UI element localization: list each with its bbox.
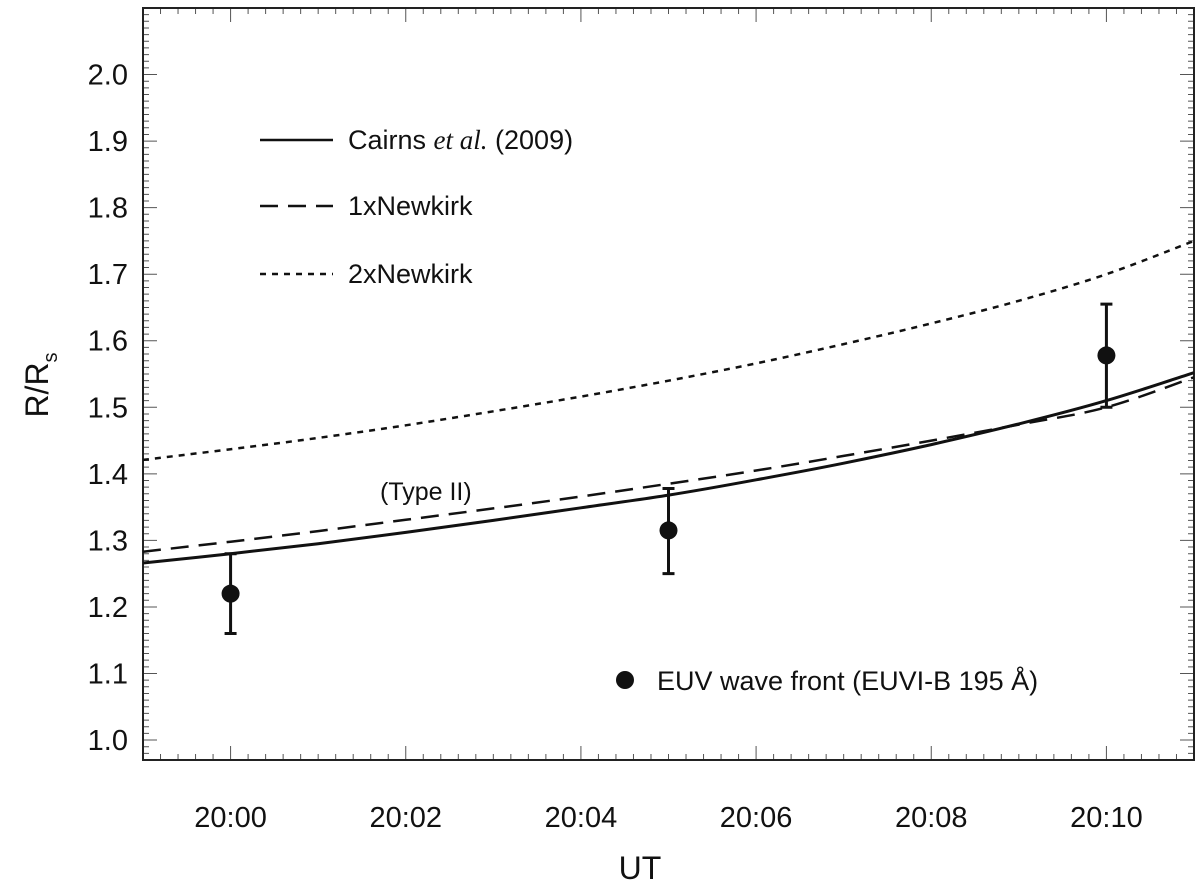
y-tick-label: 1.5 [88,392,128,424]
series-line-1xnewkirk [142,376,1195,553]
x-tick-label: 20:00 [194,802,267,834]
minor-ticks [142,7,1195,761]
x-tick-labels: 20:00 20:02 20:04 20:06 20:08 20:10 [194,802,1142,834]
data-points [221,302,1116,636]
x-axis-title: UT [619,850,662,886]
data-point [1097,346,1116,365]
y-tick-label: 1.8 [88,193,128,225]
legend-label-1xnewkirk: 1xNewkirk [348,191,473,221]
y-tick-label: 1.1 [88,658,128,690]
y-tick-label: 1.7 [88,259,128,291]
series-line-2xnewkirk [142,239,1195,462]
legend: Cairns et al. (2009) 1xNewkirk 2xNewkirk… [260,125,1038,696]
legend-label-euv: EUV wave front (EUVI-B 195 Å) [657,665,1038,696]
x-tick-label: 20:10 [1070,802,1143,834]
y-tick-label: 1.3 [88,525,128,557]
legend-marker-euv [616,671,634,689]
y-tick-label: 1.9 [88,126,128,158]
y-axis-title: R/Rs [19,352,62,417]
x-tick-label: 20:08 [895,802,968,834]
data-point [221,584,240,603]
x-tick-label: 20:04 [545,802,618,834]
y-tick-label: 1.0 [88,725,128,757]
legend-label-2xnewkirk: 2xNewkirk [348,259,473,289]
legend-label-cairns: Cairns et al. (2009) [348,125,573,155]
data-point [659,521,678,540]
type-ii-annotation: (Type II) [380,478,472,506]
plot-frame [142,7,1195,761]
x-tick-label: 20:02 [369,802,442,834]
x-tick-label: 20:06 [720,802,793,834]
y-tick-label: 1.2 [88,592,128,624]
y-tick-labels: 1.0 1.1 1.2 1.3 1.4 1.5 1.6 1.7 1.8 1.9 2.0 [88,60,128,757]
y-tick-label: 1.4 [88,459,128,491]
axis-ticks [142,7,1195,761]
y-tick-label: 1.6 [88,326,128,358]
y-tick-label: 2.0 [88,60,128,92]
